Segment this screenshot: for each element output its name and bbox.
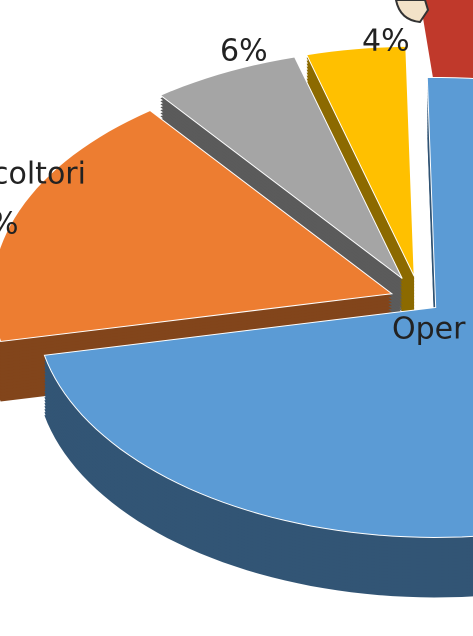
value-label: 6% [220,34,268,69]
slice-top [159,56,403,279]
slice-label: coltori [0,157,86,192]
slice-top [0,109,394,343]
figure-hand [394,0,430,24]
slice-label: Oper [392,312,466,347]
slice-top [43,77,473,539]
pie-slice [0,109,394,402]
value-label: 4% [362,24,410,59]
value-label: % [0,207,19,242]
pie-slice [43,77,473,598]
slice-top [305,45,415,277]
